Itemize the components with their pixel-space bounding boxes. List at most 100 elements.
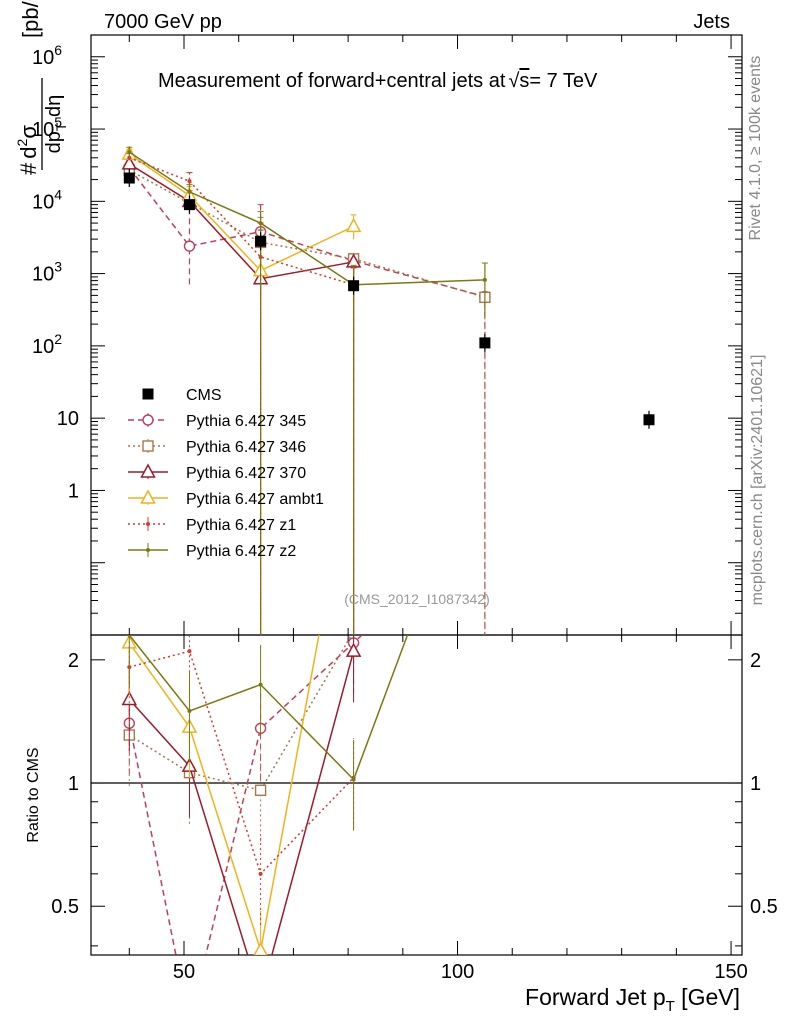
- ratio-point: [253, 941, 268, 955]
- legend-item: Pythia 6.427 ambt1: [128, 489, 324, 508]
- svg-text:dpT dη: dpT dη: [43, 95, 69, 154]
- series-5: [126, 146, 488, 635]
- ratio-y-tick-label-right: 2: [750, 650, 761, 672]
- data-point: [187, 189, 192, 194]
- legend-marker: [140, 489, 156, 504]
- ratio-point: [258, 682, 263, 687]
- legend-label: Pythia 6.427 346: [186, 439, 306, 456]
- legend-marker: [142, 414, 154, 426]
- mcplots-source-label: mcplots.cern.ch [arXiv:2401.10621]: [749, 354, 766, 606]
- ratio-point: [351, 777, 356, 782]
- chart-title: Measurement of forward+central jets at √s…: [158, 70, 598, 92]
- legend-marker: [146, 548, 150, 552]
- cms-data-point: [255, 235, 267, 247]
- legend: CMS Pythia 6.427 345 Pythia 6.427 346 Pythi…: [128, 387, 324, 560]
- ratio-point: [187, 708, 192, 713]
- ratio-series-layer: [121, 635, 409, 955]
- legend-item: Pythia 6.427 z2: [128, 543, 296, 560]
- series-line: [128, 163, 354, 280]
- ratio-point: [187, 649, 192, 654]
- axis-ticks: [91, 34, 742, 955]
- ratio-y-tick-label-left: 0.5: [51, 896, 79, 918]
- ratio-point: [254, 784, 267, 796]
- analysis-tag: (CMS_2012_I1087342): [344, 591, 490, 607]
- cms-data-point: [643, 414, 655, 426]
- legend-item: Pythia 6.427 345: [128, 413, 306, 430]
- data-point: [127, 150, 132, 155]
- legend-label: Pythia 6.427 ambt1: [186, 491, 324, 508]
- cms-data-point: [183, 199, 195, 211]
- data-point: [187, 179, 192, 184]
- x-tick-label: 50: [173, 961, 195, 983]
- y-tick-label: 102: [32, 331, 62, 358]
- ratio-line: [128, 650, 355, 955]
- series-4: [126, 152, 357, 635]
- x-tick-label: 150: [714, 961, 747, 983]
- series-0: [123, 162, 491, 635]
- header-category-label: Jets: [693, 11, 730, 33]
- data-point: [345, 217, 362, 233]
- series-line: [129, 157, 354, 286]
- ratio-line: [128, 635, 320, 951]
- y-tick-label: 105: [32, 114, 62, 141]
- y-tick-label: 10: [57, 408, 79, 430]
- legend-item: Pythia 6.427 z1: [128, 517, 296, 534]
- series-3: [121, 145, 362, 635]
- legend-item: Pythia 6.427 370: [128, 463, 306, 482]
- y-tick-label: 1: [68, 480, 79, 502]
- cms-data-point: [348, 280, 360, 292]
- x-axis-label: Forward Jet pT [GeV]: [525, 984, 740, 1015]
- cms-data-point: [479, 337, 491, 349]
- ratio-y-tick-label-left: 1: [68, 773, 79, 795]
- y-tick-label: 104: [32, 186, 62, 213]
- series-line: [128, 151, 485, 286]
- data-point: [482, 277, 487, 282]
- ratio-series-5: [127, 635, 409, 831]
- ratio-y-tick-label-left: 2: [68, 650, 79, 672]
- data-point: [121, 155, 138, 170]
- cms-data: [123, 169, 655, 429]
- series-line: [128, 169, 486, 299]
- legend-item: Pythia 6.427 346: [128, 439, 306, 456]
- series-line: [128, 153, 354, 272]
- ratio-line: [128, 635, 353, 792]
- legend-marker: [142, 388, 154, 400]
- main-series-layer: [121, 145, 655, 635]
- data-point: [183, 240, 196, 252]
- data-point: [127, 155, 132, 160]
- legend-label: CMS: [186, 387, 222, 404]
- ratio-y-tick-label-right: 0.5: [750, 896, 778, 918]
- legend-label: Pythia 6.427 345: [186, 413, 306, 430]
- ratio-y-tick-label-right: 1: [750, 773, 761, 795]
- x-tick-label: 100: [441, 961, 474, 983]
- tick-labels: 50 100 150 1 10 102 103 104 105 106 0.5 0.5 1 1 2 2: [32, 42, 778, 983]
- data-point: [258, 221, 263, 226]
- ratio-point: [127, 635, 132, 637]
- ratio-line: [128, 635, 364, 955]
- ratio-plot-frame: [90, 634, 743, 956]
- series-2: [121, 155, 362, 635]
- legend-label: Pythia 6.427 z2: [186, 543, 296, 560]
- legend-marker: [142, 440, 154, 452]
- svg-text:[pb/GeV]: [pb/GeV]: [18, 0, 43, 38]
- y-tick-label: 106: [32, 42, 62, 69]
- ratio-series-1: [123, 635, 355, 842]
- legend-marker: [140, 463, 156, 478]
- ratio-point: [121, 690, 138, 706]
- series-1: [123, 164, 491, 635]
- y-tick-label: 103: [32, 259, 62, 286]
- y-axis-label: #d2σ dpT dη [pb/GeV]: [14, 0, 69, 175]
- legend-marker: [146, 522, 150, 526]
- svg-text:#d2σ: #d2σ: [14, 125, 41, 175]
- legend-label: Pythia 6.427 370: [186, 465, 306, 482]
- legend-item-cms: CMS: [142, 387, 222, 404]
- ratio-point: [345, 642, 362, 657]
- ratio-point: [258, 871, 263, 876]
- rivet-version-label: Rivet 4.1.0, ≥ 100k events: [747, 55, 764, 241]
- ratio-line: [129, 650, 355, 876]
- header-energy-label: 7000 GeV pp: [104, 11, 222, 33]
- legend-label: Pythia 6.427 z1: [186, 517, 296, 534]
- ratio-y-axis-label: Ratio to CMS: [25, 747, 42, 842]
- cms-data-point: [123, 172, 135, 184]
